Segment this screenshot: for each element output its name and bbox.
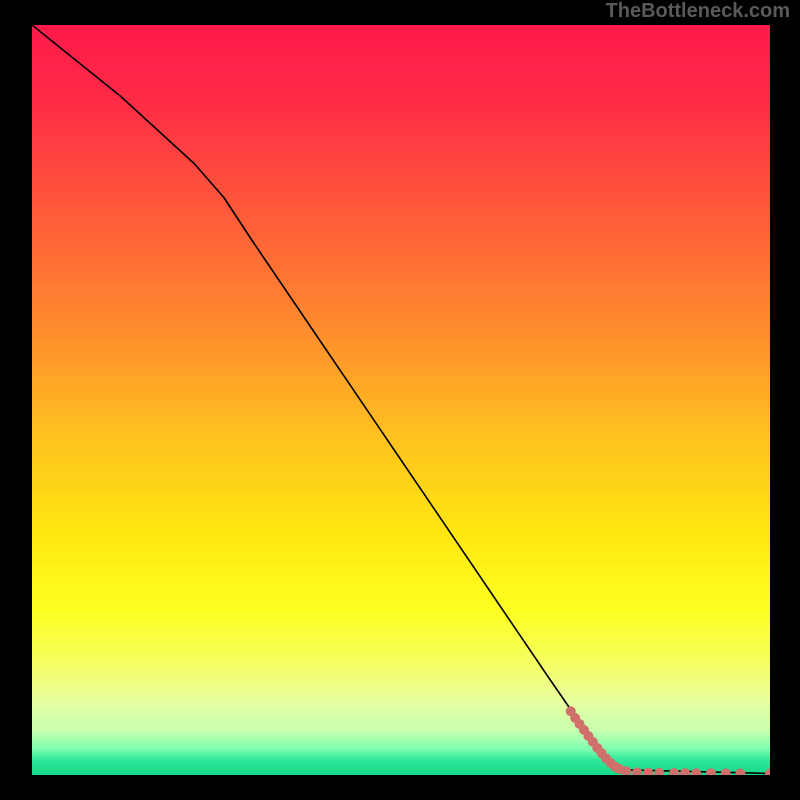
watermark-text: TheBottleneck.com — [606, 0, 790, 23]
chart-background — [32, 25, 770, 775]
chart-svg — [32, 25, 770, 775]
chart-plot-area — [32, 25, 770, 775]
